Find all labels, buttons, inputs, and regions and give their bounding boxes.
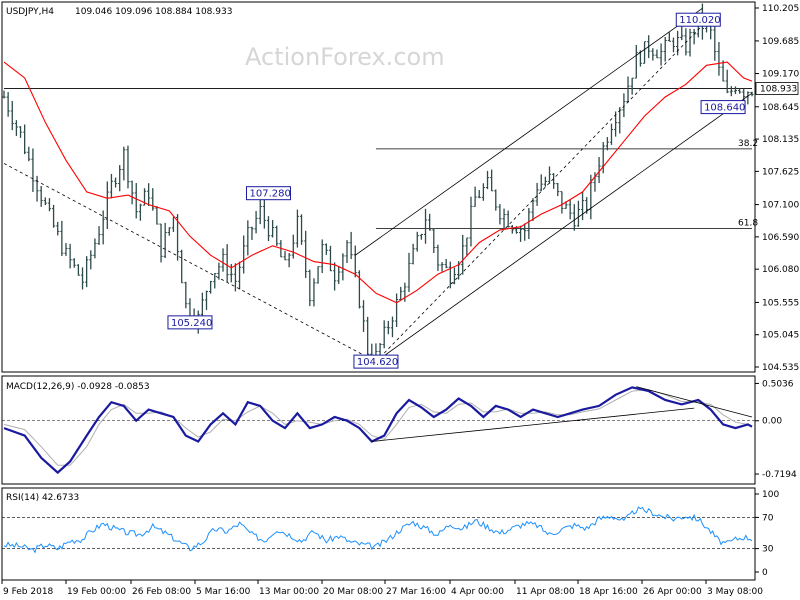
time-tick-label: 18 Apr 16:00 bbox=[579, 587, 638, 597]
price-tick-label: 106.080 bbox=[762, 265, 799, 275]
macd-trend-line bbox=[371, 407, 695, 442]
watermark: ActionForex.com bbox=[245, 43, 445, 71]
macd-line bbox=[3, 386, 753, 475]
price-tick-label: 107.625 bbox=[762, 167, 799, 177]
rsi-tick-label: 100 bbox=[762, 490, 779, 500]
price-annotation: 105.240 bbox=[167, 315, 213, 330]
annotation-box bbox=[245, 186, 291, 201]
trend-line bbox=[355, 7, 703, 256]
time-tick-label: 11 Apr 08:00 bbox=[516, 587, 575, 597]
macd-title: MACD(12,26,9) -0.0928 -0.0853 bbox=[6, 382, 150, 392]
time-tick-label: 19 Feb 00:00 bbox=[67, 587, 126, 597]
price-annotation: 110.020 bbox=[675, 12, 721, 27]
price-annotation: 104.620 bbox=[353, 354, 399, 369]
macd-signal-line bbox=[3, 389, 753, 466]
price-layer: 38.2 61.8 107.280 105.240 104.620 110.020 108.… bbox=[2, 3, 758, 369]
price-tick-label: 109.170 bbox=[762, 70, 799, 80]
annotation-box bbox=[167, 315, 213, 330]
price-tick-label: 107.100 bbox=[762, 201, 799, 211]
time-tick-label: 9 Feb 2018 bbox=[3, 587, 54, 597]
annotation-label: 110.020 bbox=[679, 15, 720, 26]
axis-layer: 110.205 109.685 109.170 108.645 108.135 107.6… bbox=[1, 4, 799, 597]
trend-line bbox=[375, 92, 753, 362]
price-tick-label: 108.645 bbox=[762, 103, 799, 113]
price-tick-label: 108.135 bbox=[762, 135, 799, 145]
symbol-label: USDJPY,H4 bbox=[6, 7, 54, 17]
macd-layer bbox=[2, 386, 755, 475]
rsi-title: RSI(14) 42.6733 bbox=[6, 493, 79, 503]
macd-panel-frame bbox=[1, 375, 756, 485]
last-price-label: 108.933 bbox=[760, 85, 797, 95]
macd-tick-label: -0.7194 bbox=[762, 470, 797, 480]
annotation-label: 105.240 bbox=[171, 318, 212, 329]
time-tick-label: 20 Mar 08:00 bbox=[323, 587, 383, 597]
rsi-tick-label: 0 bbox=[762, 568, 768, 578]
price-tick-label: 105.045 bbox=[762, 331, 799, 341]
level-label: 61.8 bbox=[738, 219, 758, 229]
time-tick-label: 26 Apr 00:00 bbox=[643, 587, 702, 597]
macd-tick-label: 0.5036 bbox=[762, 379, 794, 389]
price-tick-label: 106.590 bbox=[762, 233, 799, 243]
annotation-box bbox=[675, 12, 721, 27]
time-tick-label: 26 Feb 08:00 bbox=[132, 587, 191, 597]
price-tick-label: 109.685 bbox=[762, 37, 799, 47]
time-tick-label: 27 Mar 16:00 bbox=[386, 587, 446, 597]
moving-average-line bbox=[3, 61, 753, 304]
macd-trend-line bbox=[636, 386, 753, 418]
price-annotation: 108.640 bbox=[700, 100, 746, 115]
macd-tick-label: 0.00 bbox=[762, 417, 782, 427]
last-price-tag bbox=[755, 82, 799, 95]
rsi-panel-frame bbox=[1, 487, 756, 581]
price-panel-frame bbox=[1, 1, 756, 373]
time-tick-label: 5 Mar 16:00 bbox=[196, 587, 251, 597]
rsi-layer bbox=[2, 506, 755, 554]
rsi-line bbox=[3, 506, 753, 554]
ohlc-readout: 109.046 109.096 108.884 108.933 bbox=[75, 7, 232, 17]
price-tick-label: 104.535 bbox=[762, 363, 799, 373]
annotation-label: 104.620 bbox=[357, 357, 398, 368]
price-tick-label: 105.555 bbox=[762, 298, 799, 308]
level-label: 38.2 bbox=[738, 139, 758, 149]
time-tick-label: 3 May 08:00 bbox=[707, 587, 763, 597]
time-tick-label: 4 Apr 00:00 bbox=[451, 587, 504, 597]
rsi-tick-label: 70 bbox=[762, 513, 774, 523]
trend-line bbox=[3, 163, 377, 362]
annotation-box bbox=[353, 354, 399, 369]
time-tick-label: 13 Mar 00:00 bbox=[259, 587, 319, 597]
price-annotation: 107.280 bbox=[245, 186, 291, 201]
price-tick-label: 110.205 bbox=[762, 4, 799, 14]
annotation-label: 107.280 bbox=[249, 189, 290, 200]
annotation-label: 108.640 bbox=[704, 103, 745, 114]
annotation-box bbox=[700, 100, 746, 115]
rsi-tick-label: 30 bbox=[762, 545, 774, 555]
trend-line bbox=[375, 25, 703, 362]
